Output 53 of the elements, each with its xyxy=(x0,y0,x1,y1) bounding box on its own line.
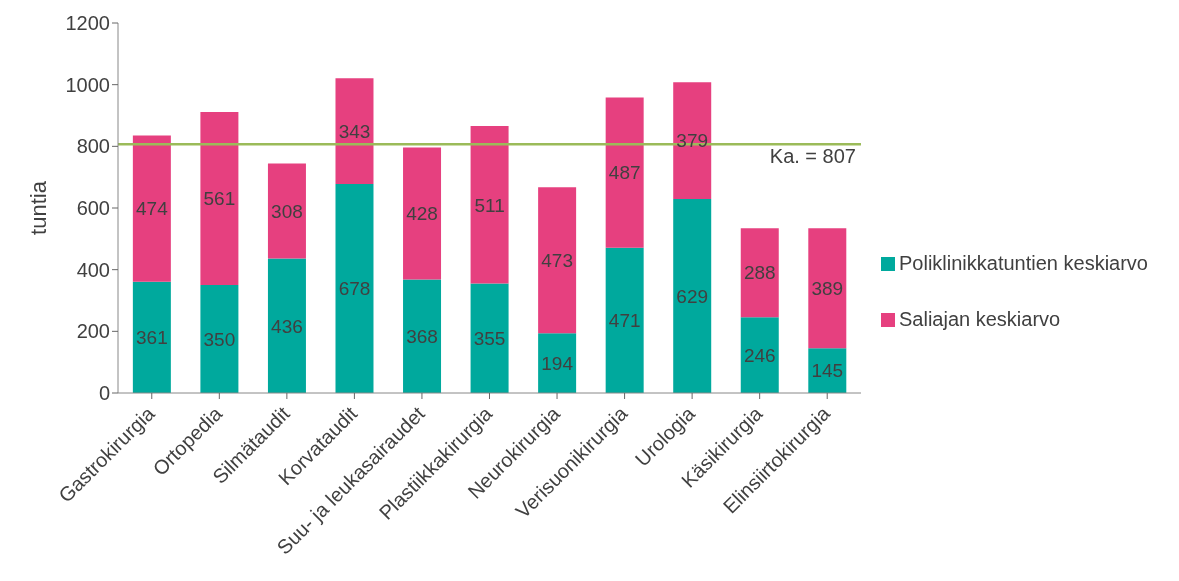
legend-label: Poliklinikkatuntien keskiarvo xyxy=(898,251,1148,274)
data-label: 355 xyxy=(473,328,506,350)
data-label: 368 xyxy=(406,326,438,348)
data-label: 194 xyxy=(541,352,574,374)
data-label: 473 xyxy=(541,250,573,272)
data-label: 474 xyxy=(136,198,169,220)
bar xyxy=(470,283,509,393)
data-label: 487 xyxy=(608,162,641,184)
bar xyxy=(673,199,712,393)
legend-label: Saliajan keskiarvo xyxy=(898,307,1061,330)
bar xyxy=(673,82,712,200)
bar xyxy=(335,78,374,184)
data-label: 288 xyxy=(743,262,776,284)
data-label: 511 xyxy=(474,194,505,216)
data-label: 471 xyxy=(608,310,641,332)
bar xyxy=(200,112,239,286)
y-tick-label: 600 xyxy=(76,197,110,220)
bar xyxy=(740,317,779,393)
bar xyxy=(403,279,442,393)
bar xyxy=(267,258,306,393)
bar xyxy=(403,147,442,280)
data-label: 629 xyxy=(676,285,709,307)
y-tick-label: 1200 xyxy=(65,12,110,35)
data-label: 678 xyxy=(338,278,371,300)
bar xyxy=(267,163,306,259)
bar xyxy=(808,228,847,349)
data-label: 561 xyxy=(203,188,236,210)
y-tick-label: 800 xyxy=(76,135,110,158)
bar xyxy=(740,228,779,318)
y-axis-title: tuntia xyxy=(25,180,51,235)
data-label: 436 xyxy=(271,315,303,337)
y-tick-label: 0 xyxy=(98,382,110,405)
data-label: 145 xyxy=(811,360,844,382)
bar xyxy=(605,97,644,248)
bar xyxy=(200,285,239,393)
bar xyxy=(538,187,577,334)
y-tick-label: 400 xyxy=(76,258,110,281)
bar xyxy=(470,125,509,284)
bar xyxy=(132,135,171,282)
bar xyxy=(538,333,577,393)
data-label: 246 xyxy=(743,344,776,366)
bar xyxy=(605,247,644,393)
data-label: 343 xyxy=(338,120,371,142)
data-label: 350 xyxy=(203,328,236,350)
data-label: 308 xyxy=(271,200,303,222)
ref-line-label: Ka. = 807 xyxy=(769,145,856,168)
y-tick-label: 1000 xyxy=(65,73,110,96)
data-label: 389 xyxy=(811,278,844,300)
bar xyxy=(335,183,374,393)
data-label: 428 xyxy=(406,203,438,225)
y-tick-label: 200 xyxy=(76,320,110,343)
bar xyxy=(132,281,171,393)
data-label: 361 xyxy=(136,327,168,349)
